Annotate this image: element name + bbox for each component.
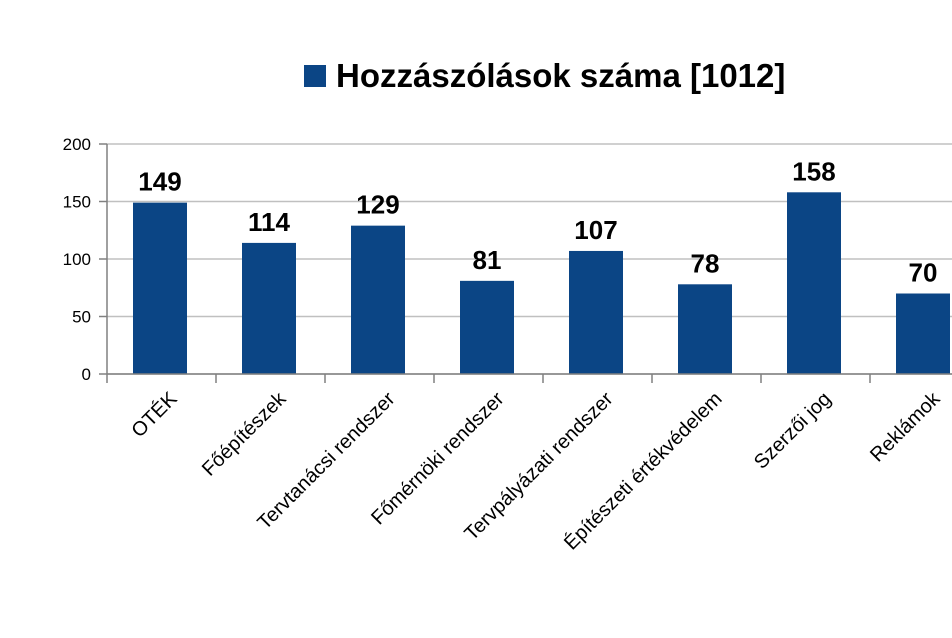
data-label: 158: [792, 156, 835, 186]
bar: [678, 284, 732, 374]
data-label: 81: [473, 245, 502, 275]
x-tick-label: Szerzői jog: [750, 388, 836, 474]
bar: [787, 192, 841, 374]
data-label: 78: [691, 248, 720, 278]
y-tick-label: 50: [72, 308, 91, 327]
x-tick-label: Főépítészek: [198, 387, 291, 480]
x-tick-label: OTÉK: [127, 387, 182, 442]
y-tick-label: 100: [63, 250, 91, 269]
bar: [133, 202, 187, 374]
legend: Hozzászólások száma [1012]: [304, 56, 785, 96]
legend-swatch: [304, 65, 326, 87]
x-tick-label: Reklámok: [866, 387, 945, 466]
legend-label: Hozzászólások száma [1012]: [336, 57, 786, 94]
bar: [896, 293, 950, 374]
data-label: 129: [356, 190, 399, 220]
y-tick-label: 0: [82, 365, 91, 384]
data-label: 107: [574, 215, 617, 245]
bar: [460, 280, 514, 374]
bar: [242, 242, 296, 374]
data-label: 149: [138, 167, 181, 197]
bar: [569, 250, 623, 374]
data-label: 70: [909, 258, 938, 288]
y-tick-label: 200: [63, 135, 91, 154]
bar: [351, 225, 405, 374]
y-tick-label: 150: [63, 193, 91, 212]
data-label: 114: [248, 207, 290, 237]
